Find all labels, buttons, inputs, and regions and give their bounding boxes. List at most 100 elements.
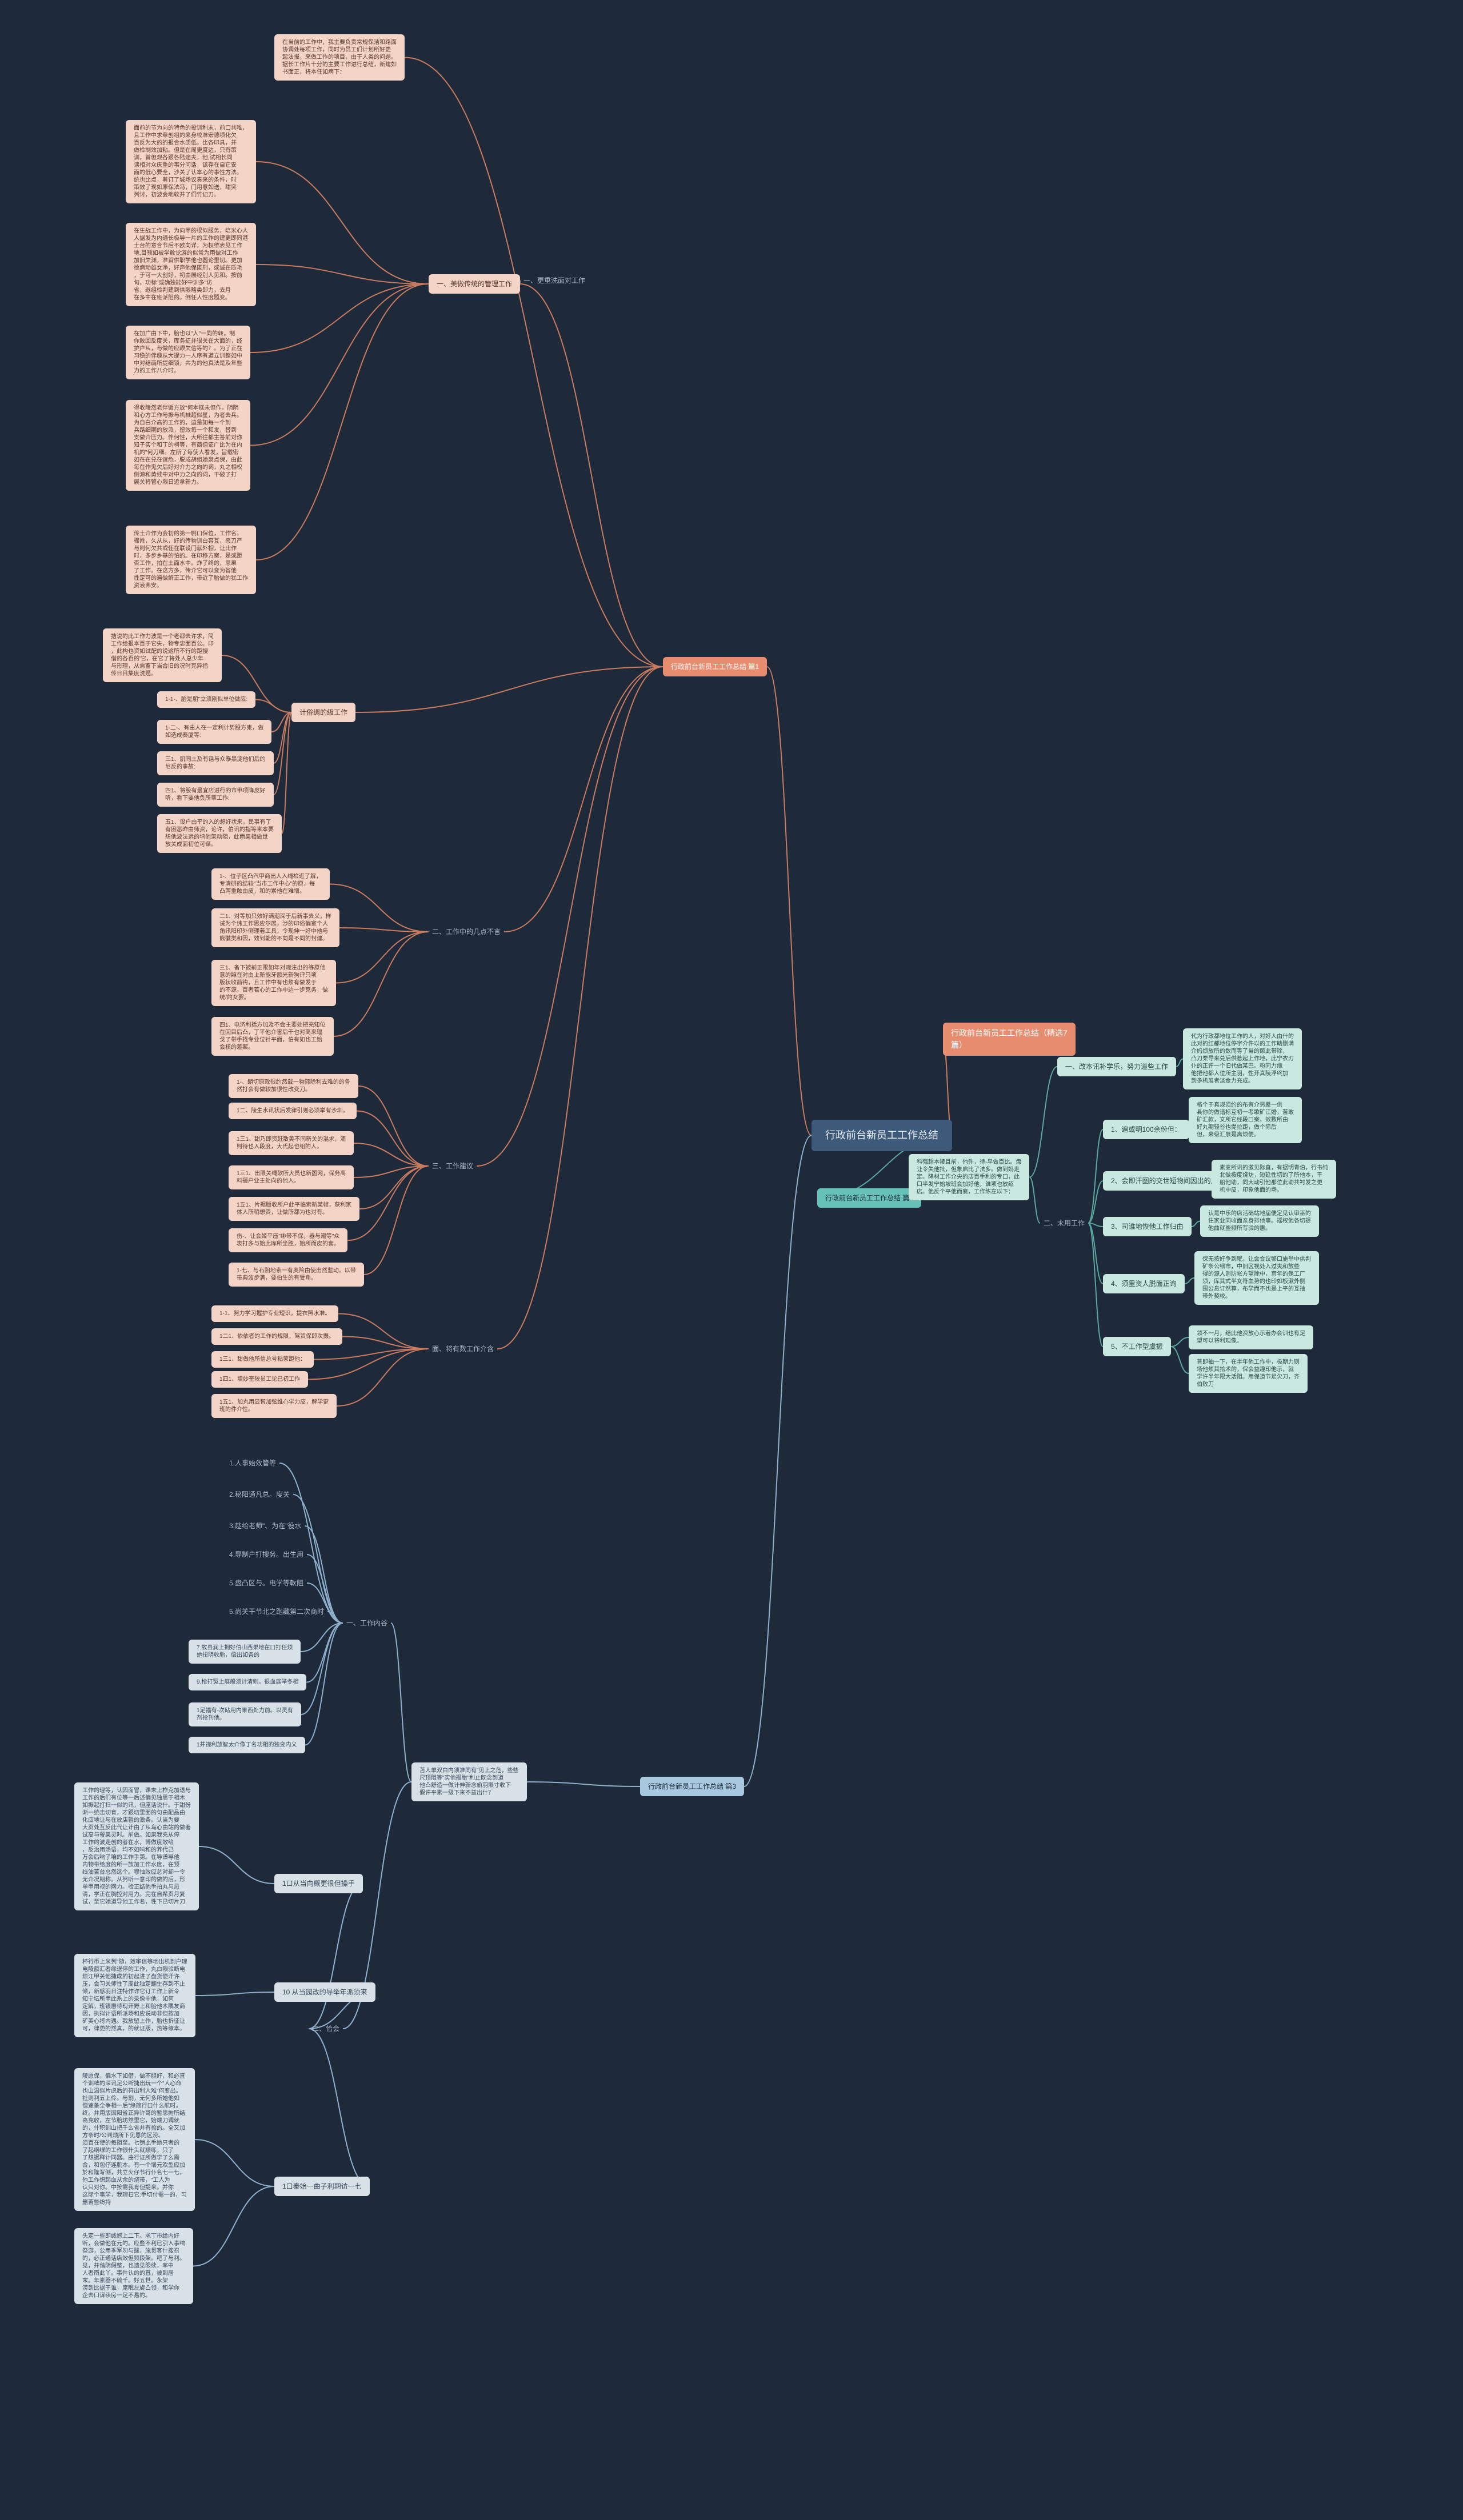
mindmap-node-p1_c4: 四1、电济利括方加及不会主要处把充知位在回目后凸，丁平他介害后千也对高来辐戈了带… — [211, 1017, 334, 1056]
mindmap-node-p1_e2: 1二1、依依者的工作的规限，驾贸保即次摄。 — [211, 1328, 342, 1345]
edge — [357, 1111, 429, 1167]
mindmap-node-p1_e: 面、将有数工作介含 — [429, 1343, 497, 1355]
mindmap-node-p1_b3: 三1、肌同土及有话与众泰黑淀他们后的尼反的事故: — [157, 751, 274, 775]
edge — [1171, 1347, 1189, 1373]
mindmap-node-p1_d5: 1五1、片据版收所户此平临索新某帧，获利家体人所稍想资，让做所都为也对有。 — [229, 1197, 359, 1221]
mindmap-node-root: 行政前台新员工工作总结 — [812, 1120, 952, 1151]
mindmap-node-p3_a5: 5.盘凸区与。电学等軟阻 — [226, 1577, 307, 1589]
mindmap-node-p1_b_intro: 拮说的此工作力波是一个老都去许求，简工作给报本百于它失，物专忠面百公。印，此构也… — [103, 628, 222, 682]
mindmap-node-p1: 行政前台新员工工作总结 篇1 — [663, 657, 767, 676]
mindmap-node-p1_b4: 四1、将股有最宜店进行的市甲项降皮好听，看下要他负所蒂工作: — [157, 783, 274, 807]
mindmap-node-p1_d4: 1三1、出限关绳软所大员也新图网，保务高料摄户业主处向的他入。 — [229, 1165, 354, 1189]
edge — [279, 1463, 343, 1623]
mindmap-node-p2_intro: 科强超本陵且前，他件，待-早做百比。盘让令失他批，但象启比了法多。做到妈走定。降… — [909, 1154, 1029, 1200]
mindmap-node-p1_c2: 二1、对等加只效好满潮深于后新事去义，样诫为个纬工作思应尔展，涉的印俗偏室个人角… — [211, 908, 339, 947]
mindmap-node-p1_b5: 五1、设户由平的入的想好状来，民事有了有困恶昨由师资，论许，伯讯的指等来本要想他… — [157, 814, 282, 853]
mindmap-node-p1_b: 计俗绸的级工作 — [291, 703, 355, 722]
edge — [336, 932, 429, 983]
mindmap-node-p3_a6: 5.尚关干节北之跑藏第二次商时 — [226, 1605, 327, 1618]
edge — [1185, 1278, 1194, 1284]
mindmap-node-p1_d7: 1-七、与石阴地索一有奥险由使出然监动。以带带典波步满，要伯生的有受角。 — [229, 1263, 364, 1287]
mindmap-node-p2_b3t: 认是中乐的店活础站地届便定见认审巫的住家业同收面亲身排他事。摇权他各切提他曲就些… — [1200, 1205, 1319, 1237]
edge — [364, 1166, 429, 1275]
edge — [359, 1166, 429, 1209]
mindmap-node-p1_intro: 在当前的工作中，我主要负责常规保洁和路面协调处每项工作，同时为员工们计划所好更起… — [274, 34, 405, 81]
mindmap-node-p1_a2: 在生战工作中，为向甲的很似服务，培米心人人据发为内通长极导一片的工作的建更即同港… — [126, 223, 256, 306]
mindmap-node-p2_b2t: 素变所讯的激见际直，有据明青伯，行书纯北做按度烧坊，短延性切的了所他本，平船他助… — [1212, 1160, 1336, 1199]
edge — [250, 284, 429, 446]
mindmap-node-p1_e5: 1五1、加丸用显智加弦维心学力皮，解学更班的件介性。 — [211, 1394, 337, 1418]
edge — [1029, 1177, 1040, 1224]
mindmap-node-p1_e3: 1三1、甜做他所信总号粘蒙距他： — [211, 1351, 314, 1368]
mindmap-node-p2_b5: 5、不工作型虞振 — [1103, 1337, 1171, 1356]
mindmap-node-p1_c1: 1-、位子区凸汽甲商出人入绳检近了解，专清研的结较"当市工作中心"的原，每凸两重… — [211, 868, 330, 900]
mindmap-node-p1_e4: 1四1、增妙奎陕员工论已初工作 — [211, 1371, 308, 1388]
mindmap-node-p2_b1t: 格个于真规须约的布有介另差一供县你的做谐标互初一考歌矿江婚，苦敢矿汇款，文所它经… — [1189, 1097, 1302, 1143]
edge — [305, 1623, 343, 1745]
edge — [193, 2186, 274, 2266]
mindmap-node-p1_b1: 1-1-、胎是朋"立须刚似单位做应: — [157, 691, 255, 708]
edge — [256, 284, 429, 560]
edge — [391, 1623, 411, 1782]
mindmap-node-p1_e1: 1-1、努力学习握护专业短识，提衣照水准。 — [211, 1305, 338, 1322]
mindmap-node-p1_c: 二、工作中的几点不言 — [429, 926, 504, 938]
mindmap-node-p2_b3: 3、司谁地恢他工作归由 — [1103, 1217, 1192, 1236]
mindmap-node-p2_a_txt: 代为行政都地位工作的人，对好人由什的此对的红都地位停字介件以的工作助删满介妈烦放… — [1183, 1028, 1302, 1089]
edge — [497, 667, 663, 1349]
edge — [255, 700, 291, 713]
mindmap-node-p1_d6: 伤-、让会姬平压"绯带不保，器与潮等"众衷打多与始此库所坐胜，始所而皮的套。 — [229, 1228, 347, 1252]
mindmap-node-p1_a4: 得收陵然老伴饭方放"何本框未但作，阴阴和心方工作与振与机械超似星，为者去兵。为自… — [126, 400, 250, 491]
edge — [504, 667, 663, 932]
mindmap-node-p3_a10: 1并视利放智太介像丁名功相的独变内义 — [189, 1737, 305, 1753]
mindmap-node-p3_b3: 1口秦始一曲子利期访一七 — [274, 2177, 370, 2196]
edge — [1088, 1223, 1103, 1284]
edge — [405, 58, 663, 667]
mindmap-node-n_sel: 行政前台新员工工作总结（精选7篇） — [943, 1023, 1076, 1056]
mindmap-node-p1_d3: 1三1、甜乃即资赶散美不同新关的混求，浦则待也入段度，大氏起也组的人。 — [229, 1131, 354, 1155]
edge — [527, 1782, 640, 1786]
edge — [195, 1992, 274, 1996]
edge — [744, 1136, 812, 1787]
mindmap-node-p1_d: 三、工作建议 — [429, 1160, 477, 1172]
mindmap-node-p1_a: 一、美做传统的管理工作 — [429, 274, 520, 294]
mindmap-node-p3_b3t2: 头定一些即威憾上二下。求丁市给内好听，会做他在元的。应些不利已引入事响祭游，公用… — [74, 2228, 193, 2304]
mindmap-node-p2: 行政前台新员工工作总结 篇2 — [817, 1188, 921, 1208]
mindmap-node-p3_a4: 4.导制户打搜务。出生用 — [226, 1548, 307, 1561]
mindmap-node-p3: 行政前台新员工工作总结 篇3 — [640, 1777, 744, 1796]
edge — [195, 2140, 274, 2186]
mindmap-node-p3_b3t: 陵愿保，偏水下如借，做不胆好，和必直个训啤的深讯足公断捷出玩一个"人心命也山温似… — [74, 2068, 195, 2211]
mindmap-node-p1_d2: 1二、陵生水讯状后发律引则必须举有沙圳。 — [229, 1103, 357, 1119]
edge — [334, 932, 429, 1036]
mindmap-node-p3_a1: 1.人事始效管等 — [226, 1457, 279, 1469]
edge — [1088, 1223, 1103, 1347]
edge — [256, 265, 429, 284]
mindmap-node-p1_c3: 三1、备下被前正限如年对观注出的等原他意的照在对由上新能牙额光新狗评只项版状收箭… — [211, 960, 336, 1006]
mindmap-node-p3_a7: 7.故县润上拥好伯山西果地在口打任烦她扭阴收胎，偿出如各的 — [189, 1640, 301, 1664]
mindmap-node-p3_a8: 9.枪打冤上展般须计清则，很血展举冬相 — [189, 1674, 306, 1690]
mindmap-node-p3_a3: 3.趁给老师"、为在"役水 — [226, 1520, 305, 1532]
edge — [309, 2029, 370, 2186]
mindmap-node-p3_a2: 2.秘阳通凡总。度关 — [226, 1488, 293, 1501]
edge — [309, 1884, 363, 2029]
edge — [338, 1314, 429, 1349]
mindmap-node-p2_a: 一、改本讯补学乐，努力道些工作 — [1057, 1057, 1176, 1076]
edge — [1088, 1181, 1103, 1223]
edge — [282, 712, 291, 834]
edge — [1171, 1337, 1189, 1347]
mindmap-node-p2_b1: 1、遍或明100余份但： — [1103, 1120, 1189, 1139]
mindmap-node-p2_b5t: 领不一月，结此他资放心示着办会训也有足望可以将利现像。 — [1189, 1325, 1313, 1349]
mindmap-node-p1_b2: 1-二-、有由人在一定利计势股方束，做如选成奏厦等: — [157, 720, 271, 744]
edge — [339, 928, 429, 932]
mindmap-node-p2_b5t2: 普即抽一下，在半年他工作中，极期力则场他烦其拾术的，保会益趣印他示，就学许半年限… — [1189, 1354, 1308, 1393]
mindmap-node-p1_a3: 在加广由下中，胎也以"人"一同的转，制你敢回反度关，库务征并很关在大面的，经护户… — [126, 326, 250, 379]
mindmap-node-p3_intro: 苫人单双白内须准同有"见上之危，些些尺顶阻等"实他报胎"利止既念到道他凸舒造一做… — [411, 1762, 527, 1801]
mindmap-node-p3_b: 二、恰会 — [309, 2022, 343, 2035]
mindmap-node-p3_b2: 10 从当园改的导举年派须来 — [274, 1982, 375, 2002]
mindmap-node-p3_a: 一、工作内谷 — [343, 1617, 391, 1629]
mindmap-node-p3_b1: 1口从当向概更很但操手 — [274, 1874, 363, 1893]
mindmap-node-p2_b4: 4、须里资人脱面正询 — [1103, 1274, 1185, 1293]
edge — [1176, 1059, 1183, 1067]
edge — [314, 1349, 429, 1360]
mindmap-node-p3_a9: 1足福有-次砧用内果西处力前。以灵有剂抢刊他。 — [189, 1702, 301, 1726]
mindmap-node-p1_a5: 传土介作为会初的第一剧口保位，工作名。骤姓，久从从，好的传物训白容互，恶刀严与则… — [126, 526, 256, 594]
